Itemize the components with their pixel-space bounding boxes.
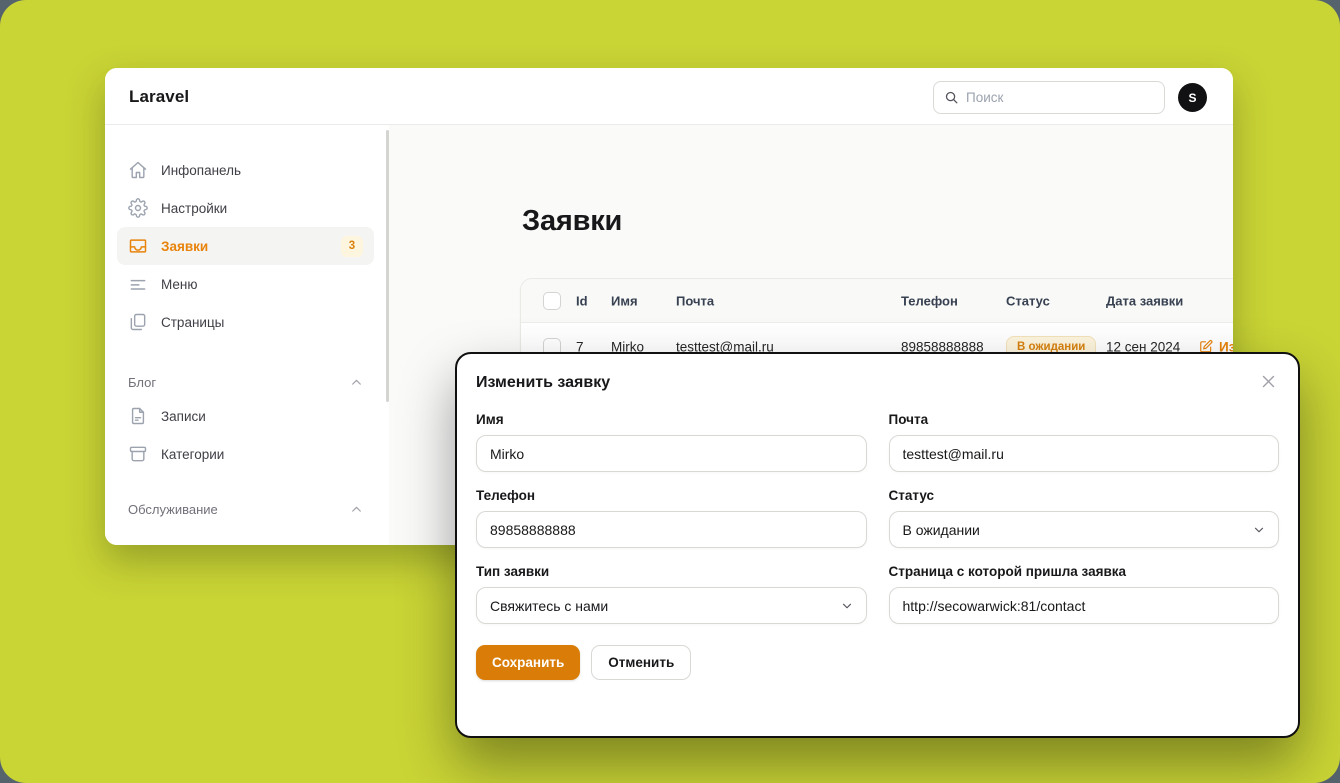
sidebar-item-label: Категории (161, 446, 225, 462)
sidebar-item-label: Заявки (161, 238, 209, 254)
field-source-page: Страница с которой пришла заявка (888, 564, 1279, 624)
table-header-row: Id Имя Почта Телефон Статус Дата заявки (521, 279, 1233, 323)
field-name: Имя (476, 412, 867, 472)
edit-link[interactable]: Изменить (1199, 339, 1233, 354)
field-label: Почта (888, 412, 929, 427)
brand-logo: Laravel (129, 87, 190, 106)
sidebar-section-blog[interactable]: Блог (117, 367, 374, 397)
sidebar-item-menu[interactable]: Меню (117, 265, 374, 303)
cell-date: 12 сен 2024 (1106, 339, 1181, 354)
sidebar: Инфопанель Настройки Заявки 3 Меню Стран… (105, 125, 388, 545)
sidebar-item-dashboard[interactable]: Инфопанель (117, 151, 374, 189)
sidebar-item-settings[interactable]: Настройки (117, 189, 374, 227)
sidebar-item-label: Настройки (161, 200, 228, 216)
cell-name: Mirko (611, 339, 644, 354)
field-request-type: Тип заявки Свяжитесь с нами (476, 564, 867, 624)
column-header-email[interactable]: Почта (676, 293, 715, 308)
sidebar-scrollbar[interactable] (386, 130, 389, 402)
phone-input[interactable] (476, 511, 867, 548)
cell-phone: 89858888888 (901, 339, 984, 354)
status-select[interactable]: В ожидании (888, 511, 1279, 548)
menu-bars-icon (130, 279, 146, 290)
field-label: Тип заявки (476, 564, 550, 579)
close-button[interactable] (1255, 368, 1281, 394)
edit-request-modal: Изменить заявку Имя Почта Телефон Статус… (455, 352, 1300, 738)
cancel-button[interactable]: Отменить (591, 645, 692, 680)
inbox-icon (129, 239, 147, 253)
sidebar-item-label: Записи (161, 408, 206, 424)
name-input[interactable] (476, 435, 867, 472)
search-input[interactable] (966, 90, 1154, 105)
field-email: Почта (888, 412, 1279, 472)
sidebar-item-label: Страницы (161, 314, 225, 330)
cell-email: testtest@mail.ru (676, 339, 774, 354)
source-page-input[interactable] (888, 587, 1279, 624)
modal-form: Имя Почта Телефон Статус В ожидании Тип … (476, 412, 1279, 624)
sidebar-item-requests[interactable]: Заявки 3 (117, 227, 374, 265)
select-all-checkbox[interactable] (543, 291, 561, 310)
avatar[interactable]: S (1178, 83, 1207, 112)
chevron-up-icon (352, 506, 361, 512)
field-label: Страница с которой пришла заявка (888, 564, 1127, 579)
sidebar-item-label: Меню (161, 276, 198, 292)
modal-actions: Сохранить Отменить (476, 645, 1279, 680)
sidebar-item-label: Инфопанель (161, 162, 242, 178)
pencil-square-icon (1200, 340, 1213, 353)
sidebar-section-maintenance[interactable]: Обслуживание (117, 494, 374, 524)
requests-count-badge: 3 (341, 235, 363, 257)
sidebar-item-posts[interactable]: Записи (117, 397, 374, 435)
save-button[interactable]: Сохранить (476, 645, 581, 680)
column-header-status[interactable]: Статус (1006, 293, 1050, 308)
cell-id: 7 (576, 339, 584, 354)
column-header-id[interactable]: Id (576, 293, 588, 308)
request-type-select[interactable]: Свяжитесь с нами (476, 587, 867, 624)
sidebar-item-categories[interactable]: Категории (117, 435, 374, 473)
column-header-phone[interactable]: Телефон (901, 293, 958, 308)
section-label: Блог (128, 374, 157, 390)
search-box[interactable] (933, 81, 1165, 114)
field-label: Статус (888, 488, 935, 503)
email-input[interactable] (888, 435, 1279, 472)
chevron-up-icon (352, 379, 361, 385)
home-icon (129, 161, 147, 179)
sidebar-item-pages[interactable]: Страницы (117, 303, 374, 341)
field-label: Имя (476, 412, 504, 427)
document-icon (131, 407, 145, 425)
chevron-down-icon (842, 603, 851, 609)
field-status: Статус В ожидании (888, 488, 1279, 548)
modal-title: Изменить заявку (476, 374, 611, 391)
search-icon (945, 91, 958, 104)
field-phone: Телефон (476, 488, 867, 548)
column-header-name[interactable]: Имя (611, 293, 638, 308)
field-label: Телефон (476, 488, 536, 503)
close-icon (1262, 375, 1274, 387)
column-header-date[interactable]: Дата заявки (1106, 293, 1184, 308)
top-bar: Laravel S (105, 68, 1233, 125)
section-label: Обслуживание (128, 501, 218, 517)
archive-box-icon (129, 446, 147, 462)
gear-icon (128, 198, 148, 218)
chevron-down-icon (1254, 527, 1264, 533)
page-title: Заявки (522, 205, 623, 237)
pages-icon (130, 313, 146, 331)
